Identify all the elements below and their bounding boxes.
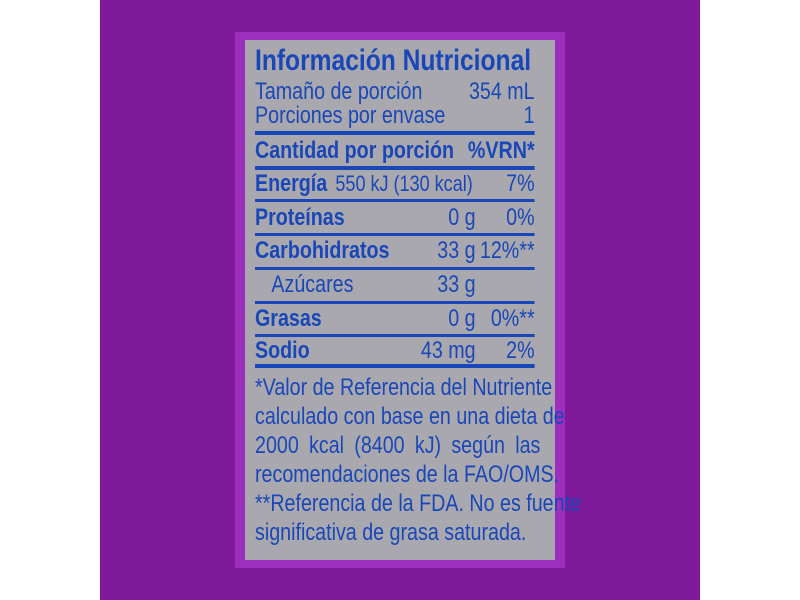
nutrient-name: Proteínas <box>255 204 345 231</box>
vrn-header: %VRN* <box>467 137 535 164</box>
divider <box>255 301 535 304</box>
nutrient-row-energy: Energía 550 kJ (130 kcal) 7% <box>255 170 535 198</box>
amount-per-serving-label: Cantidad por porción <box>255 137 454 164</box>
serving-size-row: Tamaño de porción 354 mL <box>255 78 535 106</box>
header-row: Cantidad por porción %VRN* <box>255 137 535 165</box>
divider <box>255 199 535 202</box>
nutrient-value: 0 g <box>448 305 476 332</box>
divider <box>255 267 535 270</box>
nutrient-name: Azúcares <box>271 271 354 298</box>
footnote-line: *Valor de Referencia del Nutriente <box>255 374 553 401</box>
servings-label: Porciones por envase <box>255 102 446 129</box>
nutrient-value: 43 mg <box>420 337 476 364</box>
footnote-line: 2000 kcal (8400 kJ) según las <box>255 432 541 459</box>
nutrient-pct: 2% <box>506 337 535 364</box>
nutrient-row-fat: Grasas 0 g 0%** <box>255 305 535 333</box>
nutrient-name: Carbohidratos <box>255 237 390 264</box>
footnote-line: **Referencia de la FDA. No es fuente <box>255 490 581 517</box>
nutrient-row-protein: Proteínas 0 g 0% <box>255 204 535 232</box>
divider <box>255 364 535 368</box>
nutrient-row-carbs: Carbohidratos 33 g 12%** <box>255 237 535 265</box>
nutrition-label-panel <box>245 40 555 560</box>
serving-size-value: 354 mL <box>468 78 535 105</box>
divider <box>255 166 535 170</box>
divider <box>255 233 535 236</box>
nutrient-name: Sodio <box>255 337 310 364</box>
nutrient-pct: 7% <box>506 170 535 197</box>
nutrient-name: Grasas <box>255 305 322 332</box>
servings-row: Porciones por envase 1 <box>255 102 535 130</box>
divider <box>255 131 535 135</box>
nutrient-value: 0 g <box>448 204 476 231</box>
footnote-line: calculado con base en una dieta de <box>255 403 565 430</box>
divider <box>255 334 535 337</box>
nutrient-value: 33 g <box>437 271 476 298</box>
servings-value: 1 <box>523 102 535 129</box>
nutrient-value: 550 kJ (130 kcal) <box>335 171 473 196</box>
footnote-line: recomendaciones de la FAO/OMS. <box>255 461 560 488</box>
nutrient-pct: 0% <box>506 204 535 231</box>
serving-size-label: Tamaño de porción <box>255 78 423 105</box>
nutrient-name: Energía <box>255 170 328 197</box>
nutrient-pct: 0%** <box>490 305 535 332</box>
footnote-line: significativa de grasa saturada. <box>255 519 527 546</box>
nutrient-row-sugars: Azúcares 33 g <box>255 271 535 299</box>
label-title: Información Nutricional <box>255 44 532 77</box>
nutrient-pct: 12%** <box>479 237 535 264</box>
nutrient-value: 33 g <box>437 237 476 264</box>
nutrient-row-sodium: Sodio 43 mg 2% <box>255 337 535 365</box>
